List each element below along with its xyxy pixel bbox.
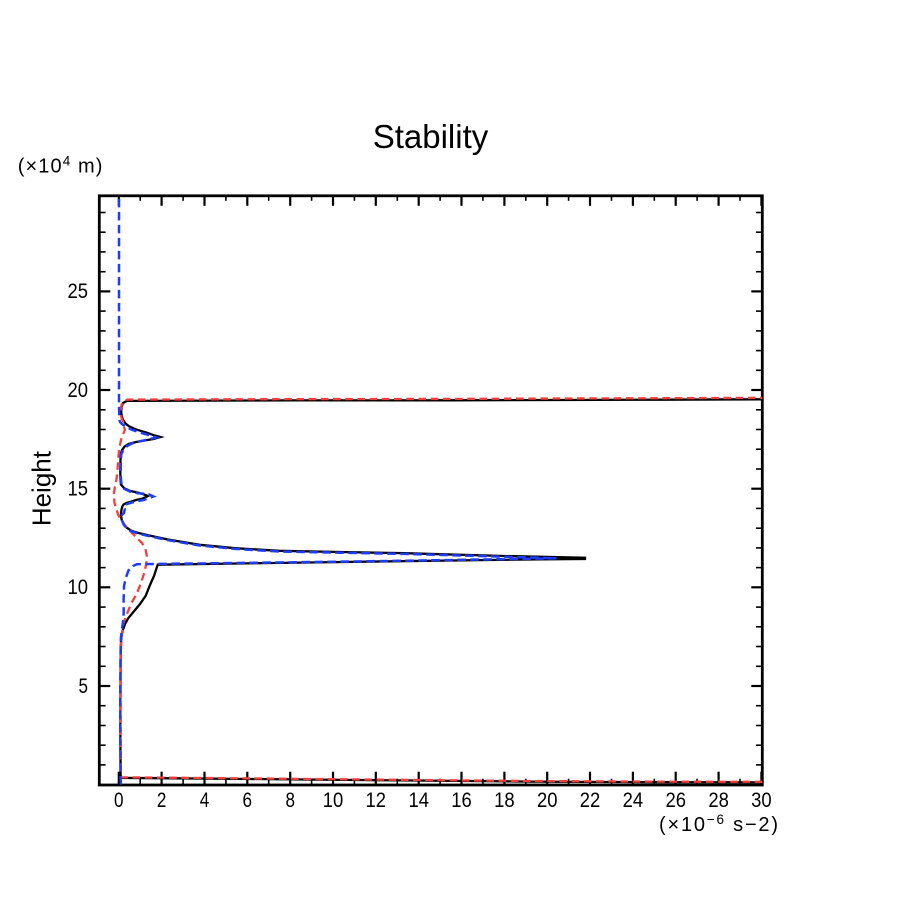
svg-text:(×104 m): (×104 m) bbox=[18, 154, 104, 178]
svg-text:10: 10 bbox=[68, 576, 89, 599]
svg-text:2: 2 bbox=[157, 789, 167, 812]
svg-text:Stability: Stability bbox=[373, 118, 489, 155]
svg-text:10: 10 bbox=[323, 789, 344, 812]
svg-text:20: 20 bbox=[68, 379, 89, 402]
svg-text:30: 30 bbox=[751, 789, 772, 812]
svg-text:14: 14 bbox=[408, 789, 429, 812]
svg-text:28: 28 bbox=[708, 789, 729, 812]
svg-text:26: 26 bbox=[665, 789, 686, 812]
svg-text:22: 22 bbox=[580, 789, 601, 812]
svg-text:20: 20 bbox=[537, 789, 558, 812]
svg-text:15: 15 bbox=[68, 478, 89, 501]
svg-text:12: 12 bbox=[366, 789, 387, 812]
svg-text:5: 5 bbox=[79, 675, 89, 698]
svg-text:4: 4 bbox=[200, 789, 210, 812]
svg-text:16: 16 bbox=[451, 789, 472, 812]
svg-text:Height: Height bbox=[27, 450, 57, 526]
svg-text:24: 24 bbox=[623, 789, 644, 812]
svg-text:8: 8 bbox=[285, 789, 295, 812]
svg-text:18: 18 bbox=[494, 789, 515, 812]
svg-text:0: 0 bbox=[114, 789, 124, 812]
svg-text:(×10−6 s−2): (×10−6 s−2) bbox=[659, 812, 780, 836]
svg-text:25: 25 bbox=[68, 280, 89, 303]
svg-text:6: 6 bbox=[243, 789, 253, 812]
